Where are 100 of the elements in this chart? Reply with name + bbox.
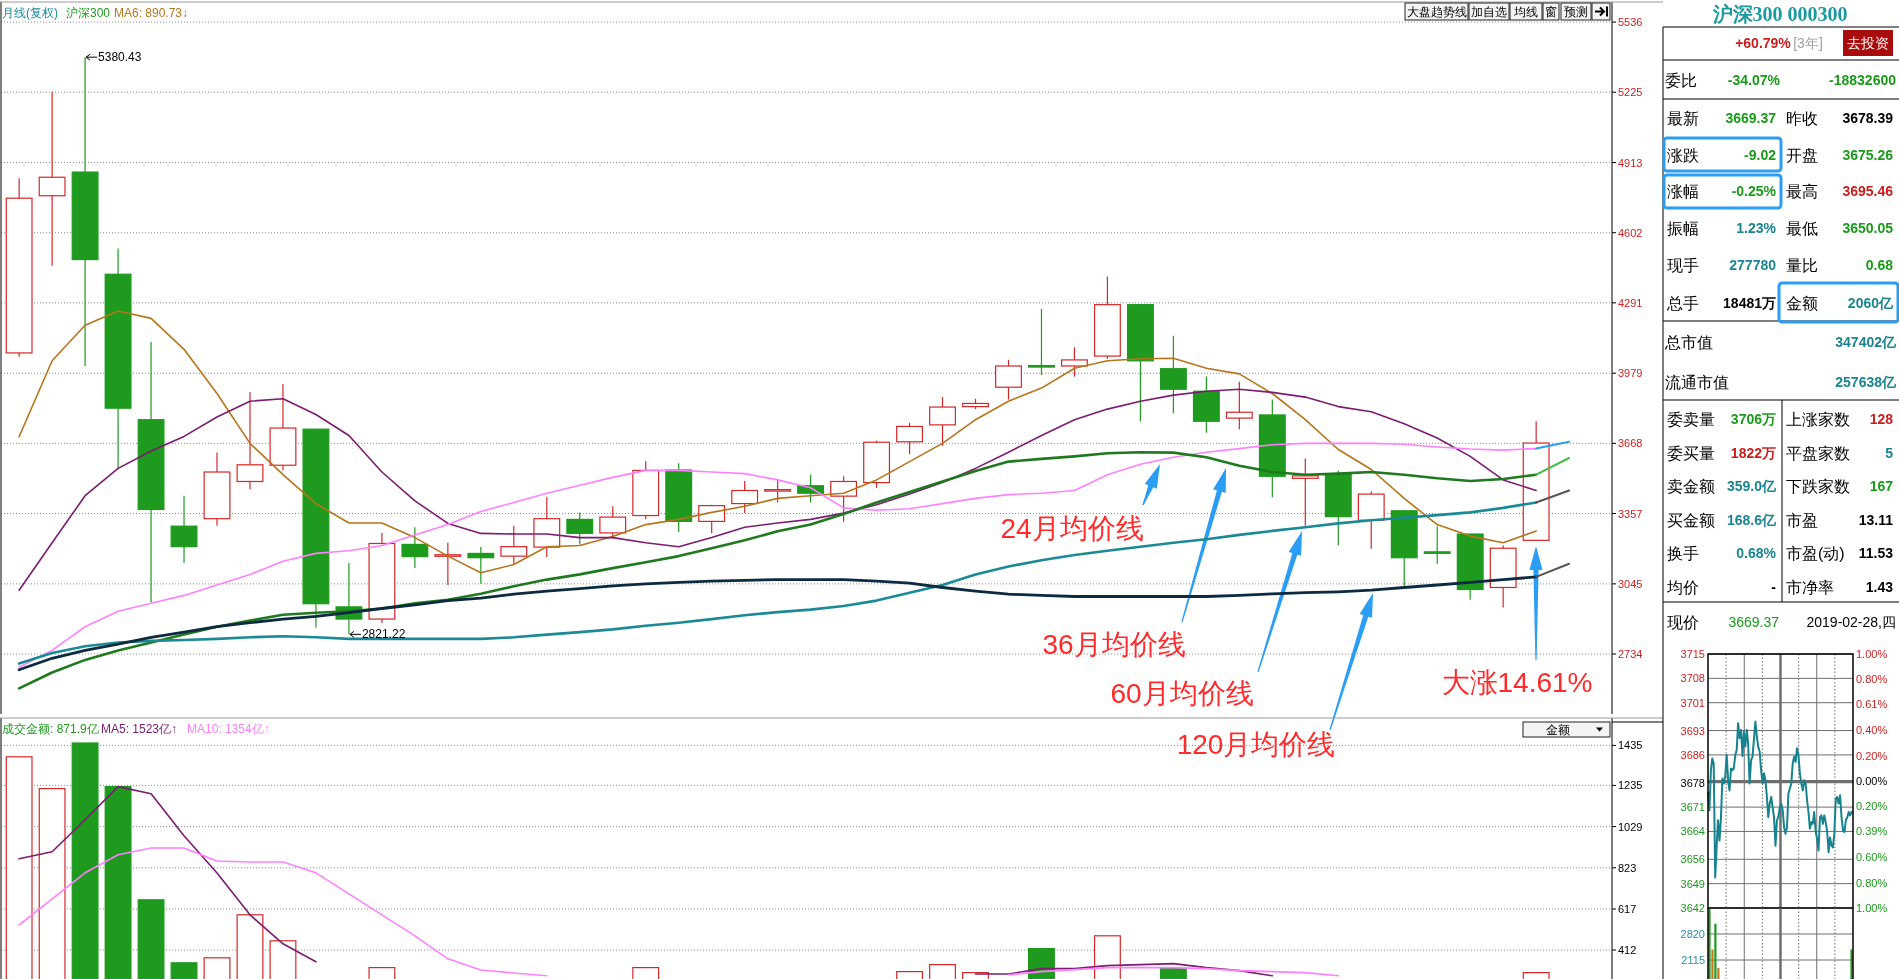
text: 0.68% bbox=[1736, 545, 1777, 561]
y-tick-label: 1029 bbox=[1618, 820, 1643, 833]
y2-tick-label: 0.80% bbox=[1856, 876, 1888, 889]
y-tick-label: 3708 bbox=[1680, 672, 1705, 685]
y-tick-label: 5225 bbox=[1618, 86, 1643, 99]
text: 市盈(动) bbox=[1786, 544, 1845, 562]
y-tick-label: 3045 bbox=[1618, 577, 1643, 590]
y-tick-label: 3664 bbox=[1680, 825, 1705, 838]
y2-tick-label: 0.20% bbox=[1856, 800, 1888, 813]
text: 上涨家数 bbox=[1786, 410, 1850, 428]
y2-tick-label: 0.39% bbox=[1856, 824, 1888, 837]
y-tick-label: 3693 bbox=[1680, 724, 1705, 737]
text: -0.25% bbox=[1731, 183, 1777, 199]
y-tick-label: 3668 bbox=[1618, 437, 1643, 450]
text: 总手 bbox=[1666, 294, 1699, 312]
text: 换手 bbox=[1667, 544, 1699, 562]
text: 量比 bbox=[1786, 256, 1818, 274]
candlestick bbox=[467, 546, 495, 585]
text: -18832600 bbox=[1829, 72, 1897, 88]
text: 11.53 bbox=[1858, 545, 1894, 561]
text: 市净率 bbox=[1786, 578, 1834, 596]
text: 1.43 bbox=[1865, 579, 1894, 595]
text: 下跌家数 bbox=[1786, 477, 1850, 495]
annotation: 120月均价线 bbox=[1176, 728, 1336, 760]
y-tick-label: 2734 bbox=[1618, 648, 1643, 661]
text: 3678.39 bbox=[1842, 110, 1894, 126]
annotation: 5380.43 bbox=[98, 50, 142, 65]
y-tick-label: 3979 bbox=[1618, 367, 1643, 380]
y-tick-label: 1435 bbox=[1618, 739, 1643, 752]
text: 涨跌 bbox=[1667, 146, 1699, 164]
y-tick-label: 412 bbox=[1618, 944, 1637, 956]
text: 现价 bbox=[1667, 613, 1699, 631]
y-tick-label: 3701 bbox=[1680, 696, 1705, 709]
text: 1822万 bbox=[1730, 445, 1776, 461]
y-tick-label: 2820 bbox=[1680, 928, 1705, 940]
text: 平盘家数 bbox=[1786, 444, 1850, 462]
y2-tick-label: 0.40% bbox=[1856, 724, 1888, 737]
y-tick-label: 4291 bbox=[1618, 296, 1643, 309]
y-tick-label: 823 bbox=[1618, 861, 1637, 874]
text: 2060亿 bbox=[1847, 295, 1894, 311]
y-tick-label: 3357 bbox=[1618, 507, 1643, 520]
y-tick-label: 3649 bbox=[1680, 877, 1705, 890]
y-tick-label: 4913 bbox=[1618, 156, 1643, 169]
text: 最低 bbox=[1786, 219, 1818, 237]
line-series bbox=[18, 388, 1537, 591]
candlestick bbox=[1225, 381, 1253, 430]
y-tick-label: 617 bbox=[1618, 903, 1637, 915]
y2-tick-label: 1.00% bbox=[1856, 902, 1888, 914]
line-series bbox=[18, 310, 1537, 574]
y2-tick-label: 0.60% bbox=[1856, 851, 1888, 864]
annotation: 60月均价线 bbox=[1110, 677, 1254, 709]
candlestick bbox=[38, 91, 66, 267]
text: - bbox=[1771, 579, 1777, 595]
y2-tick-label: 0.80% bbox=[1856, 673, 1888, 686]
text: -9.02 bbox=[1744, 147, 1777, 163]
text: 3650.05 bbox=[1842, 220, 1894, 236]
text: 18481万 bbox=[1723, 295, 1776, 311]
text: 167 bbox=[1869, 478, 1894, 494]
y-tick-label: 4602 bbox=[1618, 226, 1643, 239]
text: -34.07% bbox=[1727, 72, 1781, 88]
text: 沪深300 bbox=[66, 6, 111, 20]
y-tick-label: 3642 bbox=[1680, 902, 1705, 914]
candlestick bbox=[434, 542, 462, 586]
text: 13.11 bbox=[1858, 512, 1894, 528]
text: 金额 bbox=[1786, 294, 1818, 312]
text: 市盈 bbox=[1786, 511, 1818, 529]
annotation: 预测 bbox=[1564, 4, 1588, 19]
text: MA5: 1523亿↑ bbox=[101, 722, 178, 736]
text: 买金额 bbox=[1667, 511, 1715, 529]
y-tick-label: 3686 bbox=[1680, 748, 1705, 761]
y-tick-label: 1235 bbox=[1618, 779, 1643, 792]
y-tick-label: 2115 bbox=[1681, 954, 1705, 967]
series-label: 成交金额: 871.9亿 bbox=[2, 722, 99, 736]
text: 2019-02-28,四 bbox=[1806, 614, 1896, 630]
text: 3669.37 bbox=[1728, 614, 1780, 630]
text: 257638亿 bbox=[1835, 374, 1897, 390]
candlestick bbox=[1291, 457, 1319, 527]
text: 168.6亿 bbox=[1726, 512, 1777, 528]
y2-tick-label: 1.00% bbox=[1856, 648, 1888, 660]
text: MA6: 890.73↓ bbox=[114, 6, 189, 20]
text: 去投资 bbox=[1847, 35, 1889, 51]
annotation: 36月均价线 bbox=[1042, 628, 1186, 660]
text: +60.79% bbox=[1735, 35, 1792, 51]
text: 359.0亿 bbox=[1726, 478, 1777, 494]
text: [3年] bbox=[1793, 35, 1823, 51]
y2-tick-label: 0.00% bbox=[1856, 775, 1888, 787]
y-tick-label: 3678 bbox=[1680, 776, 1705, 789]
text: 委比 bbox=[1665, 71, 1697, 89]
text: 最高 bbox=[1786, 182, 1818, 200]
annotation: 2821.22 bbox=[361, 627, 406, 642]
line-series bbox=[1707, 720, 1854, 879]
candlestick bbox=[1423, 525, 1451, 565]
text: 委卖量 bbox=[1667, 410, 1715, 428]
y2-tick-label: 0.61% bbox=[1856, 697, 1888, 710]
text: 3695.46 bbox=[1842, 183, 1894, 199]
annotation: 金额 bbox=[1545, 722, 1570, 737]
annotation: 大涨14.61% bbox=[1441, 666, 1593, 698]
text: 委买量 bbox=[1667, 444, 1715, 462]
text: MA10: 1354亿↑ bbox=[187, 722, 270, 736]
text: 均价 bbox=[1666, 578, 1699, 596]
